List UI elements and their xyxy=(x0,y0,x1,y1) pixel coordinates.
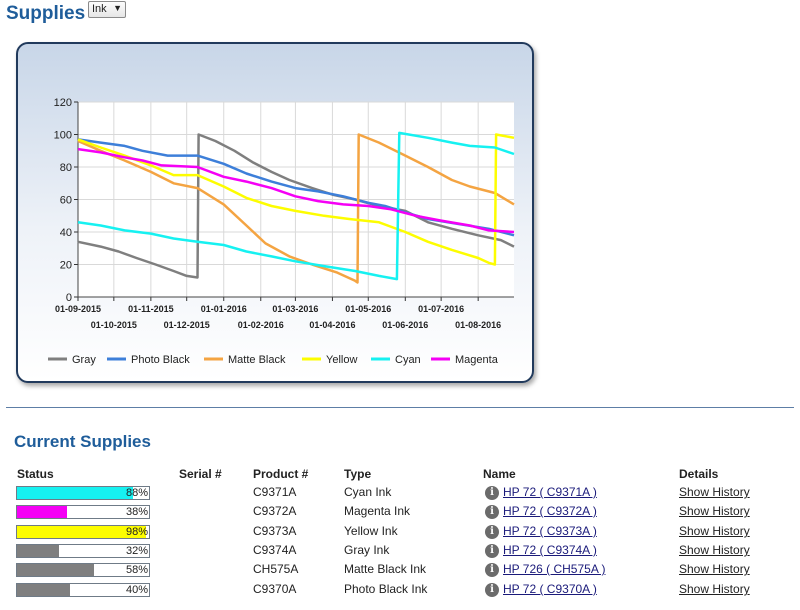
product-cell: CH575A xyxy=(253,562,299,576)
series-line-cyan xyxy=(77,131,515,281)
y-tick-label: 20 xyxy=(60,260,72,272)
page-title: Supplies xyxy=(6,3,86,24)
ink-level-bar: 40% xyxy=(16,583,150,597)
ink-level-percent: 40% xyxy=(125,584,148,596)
legend-label: Photo Black xyxy=(131,354,190,366)
ink-level-percent: 32% xyxy=(125,545,148,557)
ink-level-bar: 58% xyxy=(16,563,150,577)
type-header: Type xyxy=(344,467,372,481)
supplies-chart-panel: 0 20 40 60 80 100 120 01-09-2015 01-11-2015 01-01… xyxy=(16,42,534,383)
x-tick-label: 01-04-2016 xyxy=(309,320,355,330)
ink-level-bar: 88% xyxy=(16,486,150,500)
ink-level-percent: 58% xyxy=(125,564,148,576)
product-cell: C9372A xyxy=(253,504,297,518)
show-history-link[interactable]: Show History xyxy=(679,485,750,499)
legend-label: Gray xyxy=(72,354,96,366)
product-cell: C9370A xyxy=(253,582,297,596)
legend-label: Yellow xyxy=(326,354,357,366)
y-tick-label: 120 xyxy=(54,97,72,109)
ink-level-percent: 38% xyxy=(125,506,148,518)
info-icon[interactable]: i xyxy=(485,583,499,597)
name-header: Name xyxy=(483,467,516,481)
supply-name-link[interactable]: HP 726 ( CH575A ) xyxy=(503,562,606,576)
show-history-link[interactable]: Show History xyxy=(679,562,750,576)
supplies-line-chart: 0 20 40 60 80 100 120 01-09-2015 01-11-2015 01-01… xyxy=(48,97,515,366)
x-tick-label: 01-12-2015 xyxy=(164,320,210,330)
status-header: Status xyxy=(17,467,54,481)
y-tick-label: 80 xyxy=(60,162,72,174)
ink-level-fill xyxy=(17,487,133,499)
type-cell: Photo Black Ink xyxy=(344,582,428,596)
x-tick-label: 01-03-2016 xyxy=(272,304,318,314)
product-cell: C9373A xyxy=(253,524,297,538)
type-cell: Matte Black Ink xyxy=(344,562,427,576)
legend-label: Cyan xyxy=(395,354,421,366)
details-header: Details xyxy=(679,467,719,481)
x-tick-label: 01-07-2016 xyxy=(418,304,464,314)
product-cell: C9374A xyxy=(253,543,297,557)
show-history-link[interactable]: Show History xyxy=(679,524,750,538)
supply-type-select[interactable]: Ink ▼ xyxy=(88,1,126,18)
show-history-link[interactable]: Show History xyxy=(679,582,750,596)
ink-level-fill xyxy=(17,584,70,596)
type-cell: Cyan Ink xyxy=(344,485,392,499)
y-tick-label: 0 xyxy=(66,292,72,304)
product-header: Product # xyxy=(253,467,309,481)
type-cell: Gray Ink xyxy=(344,543,390,557)
x-tick-label: 01-11-2015 xyxy=(128,304,174,314)
x-tick-label: 01-10-2015 xyxy=(91,320,137,330)
ink-level-fill xyxy=(17,526,146,538)
show-history-link[interactable]: Show History xyxy=(679,543,750,557)
ink-level-bar: 32% xyxy=(16,544,150,558)
select-value: Ink xyxy=(92,3,107,15)
x-tick-label: 01-01-2016 xyxy=(201,304,247,314)
x-tick-label: 01-08-2016 xyxy=(455,320,501,330)
info-icon[interactable]: i xyxy=(485,525,499,539)
series-line-yellow xyxy=(77,133,515,266)
y-tick-label: 40 xyxy=(60,227,72,239)
info-icon[interactable]: i xyxy=(485,563,499,577)
series-line-matte-black xyxy=(77,133,515,284)
ink-level-bar: 38% xyxy=(16,505,150,519)
ink-level-percent: 88% xyxy=(125,487,148,499)
ink-level-fill xyxy=(17,564,94,576)
section-divider xyxy=(6,407,794,408)
legend-label: Magenta xyxy=(455,354,499,366)
info-icon[interactable]: i xyxy=(485,505,499,519)
supply-name-link[interactable]: HP 72 ( C9374A ) xyxy=(503,543,597,557)
supply-name-link[interactable]: HP 72 ( C9373A ) xyxy=(503,524,597,538)
y-tick-label: 60 xyxy=(60,195,72,207)
info-icon[interactable]: i xyxy=(485,544,499,558)
series-line-gray xyxy=(77,133,515,279)
supply-name-link[interactable]: HP 72 ( C9370A ) xyxy=(503,582,597,596)
legend-label: Matte Black xyxy=(228,354,286,366)
ink-level-percent: 98% xyxy=(125,526,148,538)
x-tick-label: 01-09-2015 xyxy=(55,304,101,314)
y-tick-label: 100 xyxy=(54,130,72,142)
supply-name-link[interactable]: HP 72 ( C9371A ) xyxy=(503,485,597,499)
serial-header: Serial # xyxy=(179,467,222,481)
series-line-magenta xyxy=(77,147,515,234)
ink-level-bar: 98% xyxy=(16,525,150,539)
show-history-link[interactable]: Show History xyxy=(679,504,750,518)
info-icon[interactable]: i xyxy=(485,486,499,500)
type-cell: Yellow Ink xyxy=(344,524,398,538)
type-cell: Magenta Ink xyxy=(344,504,411,518)
x-tick-label: 01-05-2016 xyxy=(345,304,391,314)
dropdown-arrow-icon: ▼ xyxy=(113,3,122,13)
ink-level-fill xyxy=(17,506,67,518)
supply-name-link[interactable]: HP 72 ( C9372A ) xyxy=(503,504,597,518)
x-tick-label: 01-02-2016 xyxy=(238,320,284,330)
ink-level-fill xyxy=(17,545,59,557)
current-supplies-title: Current Supplies xyxy=(14,432,151,451)
x-tick-label: 01-06-2016 xyxy=(382,320,428,330)
product-cell: C9371A xyxy=(253,485,297,499)
